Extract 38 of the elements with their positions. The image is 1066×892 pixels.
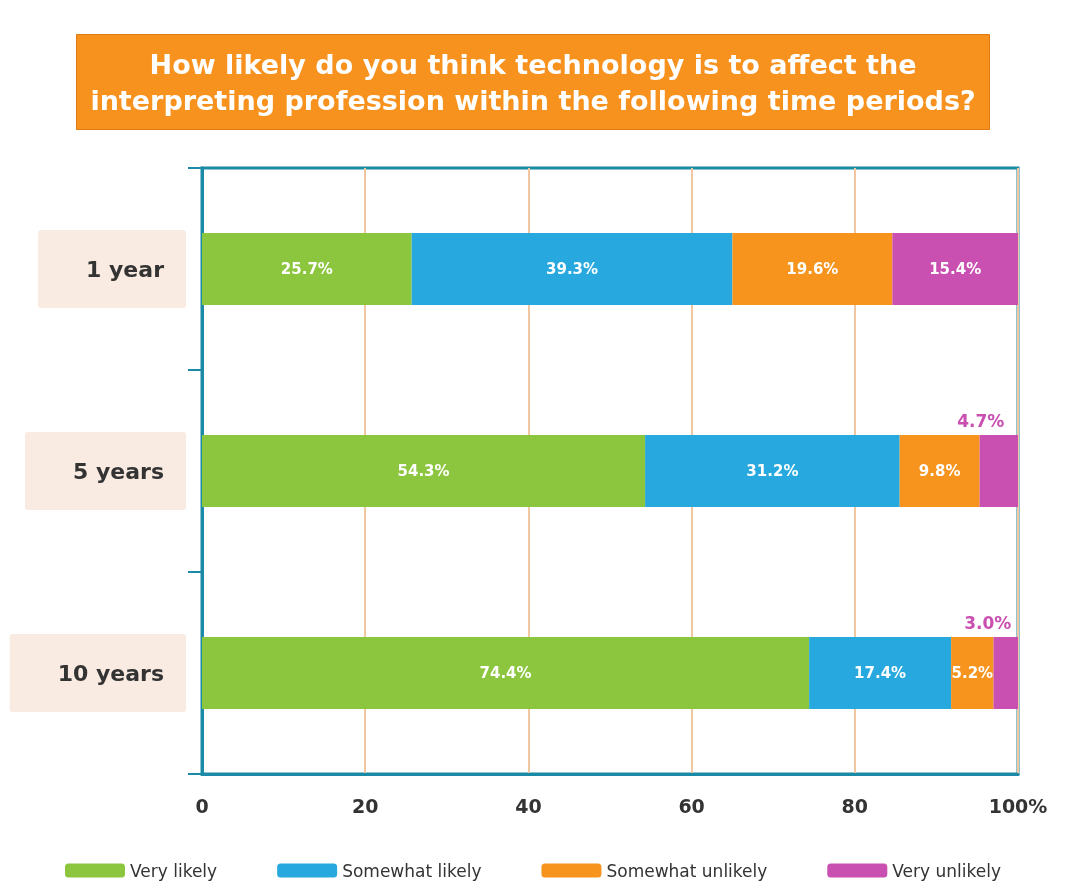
bar: [202, 435, 646, 507]
data-label: 15.4%: [929, 260, 982, 278]
x-tick-label: 100%: [988, 794, 1048, 817]
bar: [732, 233, 893, 305]
x-tick-label: 20: [351, 794, 379, 817]
bar: [993, 637, 1018, 709]
x-tick-label: 60: [678, 794, 705, 817]
bar: [645, 435, 900, 507]
data-label: 25.7%: [280, 260, 333, 278]
x-tick-label: 80: [841, 794, 869, 817]
y-tick-label: 1 year: [86, 256, 165, 282]
x-tick-label: 0: [195, 794, 209, 817]
data-label: 9.8%: [918, 462, 961, 480]
bar: [979, 435, 1018, 507]
data-label: 39.3%: [546, 260, 599, 278]
bar: [951, 637, 994, 709]
x-tick-label: 40: [515, 794, 542, 817]
y-tick-label: 10 years: [57, 660, 164, 686]
data-label: 19.6%: [786, 260, 839, 278]
bar: [899, 435, 980, 507]
chart-title: How likely do you think technology is to affect the interpreting profession within the following time periods?: [90, 48, 976, 116]
data-label: 54.3%: [397, 462, 450, 480]
y-tick-label: 5 years: [72, 458, 164, 484]
bar: [809, 637, 952, 709]
bar: [202, 233, 412, 305]
bar: [202, 637, 810, 709]
data-label: 74.4%: [479, 664, 532, 682]
legend-label: Very likely: [130, 860, 218, 881]
data-label: 17.4%: [854, 664, 907, 682]
data-label: 3.0%: [964, 612, 1012, 633]
data-label: 4.7%: [957, 410, 1005, 431]
data-label: 5.2%: [951, 664, 994, 682]
legend-label: Somewhat likely: [342, 860, 482, 881]
bar: [411, 233, 733, 305]
bar: [892, 233, 1018, 305]
legend-label: Very unlikely: [892, 860, 1002, 881]
legend-label: Somewhat unlikely: [606, 860, 768, 881]
data-label: 31.2%: [746, 462, 799, 480]
